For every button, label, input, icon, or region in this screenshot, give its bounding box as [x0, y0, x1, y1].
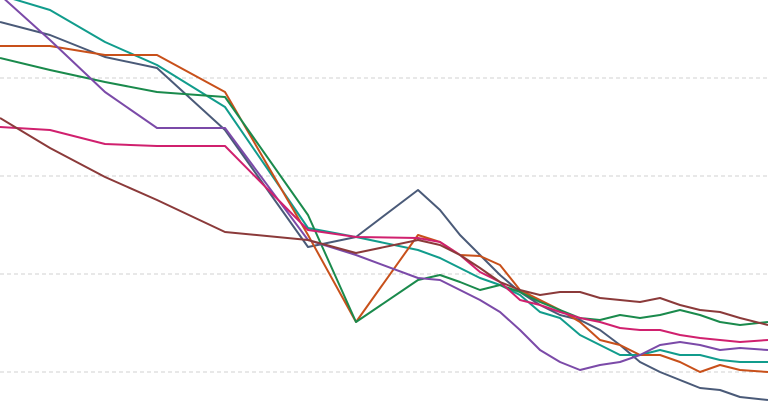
line-series: [4, 0, 768, 371]
line-series: [0, 45, 768, 373]
line-series: [0, 126, 768, 343]
line-series: [0, 21, 768, 401]
line-series: [13, 0, 768, 363]
line-series: [0, 117, 768, 326]
line-series: [0, 57, 768, 326]
